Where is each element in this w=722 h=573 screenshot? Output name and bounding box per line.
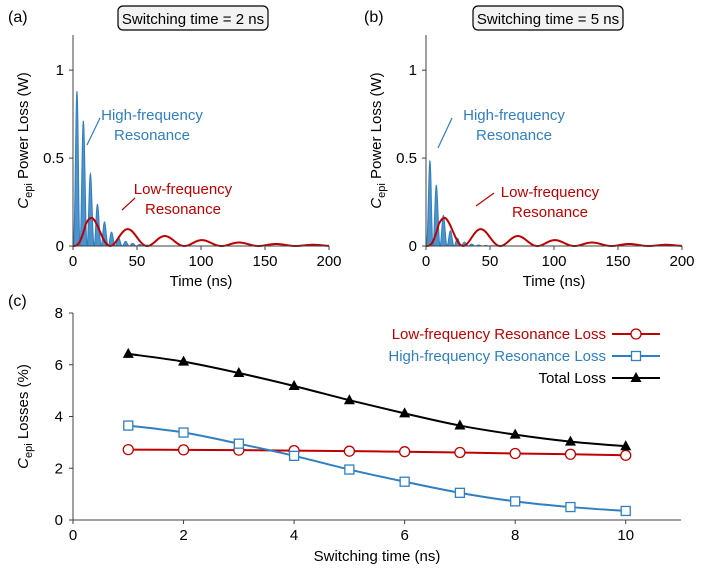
annotation-red-line: Resonance [512,204,588,221]
y-tick-label: 0.5 [396,150,417,167]
data-point-series-2 [233,438,244,449]
chart-panel-c: (c) 0 2 4 6 8 10 0 2 4 6 8 Switching time (ns) Cepi L… [8,293,681,565]
annotation-blue-line: High-frequency [101,107,203,124]
y-tick-label: 6 [55,357,63,374]
data-point-series-3 [564,435,576,446]
x-axis-title: Time (ns) [523,273,586,290]
data-point-series-2 [288,450,300,461]
data-point-series-2 [620,505,631,517]
legend-marker [630,350,642,362]
series-line-3 [128,352,626,448]
data-point-series-2 [565,501,576,513]
x-tick-label: 100 [541,253,566,270]
x-tick-label: 0 [69,527,77,544]
x-tick-label: 50 [482,253,499,270]
panel-label: (b) [364,9,384,26]
x-tick-label: 8 [511,527,519,544]
annotation-red-line: Low-frequency [134,181,233,198]
x-tick-label: 150 [252,253,277,270]
annotation-blue-line: Resonance [114,127,190,144]
chart-panel-a: (a) Switching time = 2 ns 0 50 100 150 200 0 0.5… [8,5,342,290]
x-tick-label: 0 [422,253,430,270]
y-tick-label: 8 [55,305,63,322]
data-point-series-3 [122,347,134,358]
series-high-frequency-resonance [425,159,503,248]
legend-label: Total Loss [538,370,606,387]
x-tick-label: 10 [617,527,634,544]
legend-marker [630,328,642,340]
series-line-2 [128,424,626,512]
y-tick-label: 0 [409,238,417,255]
y-axis-title: Cepi Power Loss (W) [368,72,388,208]
y-axis-title: Cepi Power Loss (W) [15,72,35,208]
data-point-series-3 [288,379,300,390]
data-point-series-2 [510,496,521,507]
x-tick-label: 2 [179,527,187,544]
series-low-frequency-resonance [426,216,683,248]
x-axis-title: Switching time (ns) [314,548,441,565]
data-point-series-1 [564,448,577,460]
panel-label: (c) [8,293,27,310]
annotation-blue-line: High-frequency [463,107,565,124]
annotation-blue-line: Resonance [476,127,552,144]
chart-title: Switching time = 2 ns [122,11,264,28]
y-tick-label: 1 [409,62,417,79]
y-axis-title: Cepi Losses (%) [15,364,35,469]
legend-label: Low-frequency Resonance Loss [392,326,606,343]
data-point-series-3 [343,394,355,405]
legend-marker [630,372,642,382]
x-tick-label: 150 [605,253,630,270]
x-tick-label: 200 [316,253,341,270]
data-point-series-3 [178,355,190,366]
data-point-series-1 [620,449,632,461]
legend-label: High-frequency Resonance Loss [388,348,606,365]
x-tick-label: 0 [69,253,77,270]
chart-title: Switching time = 5 ns [477,11,619,28]
annotation-blue-leader [437,117,453,149]
title-box [472,5,624,31]
data-point-series-2 [399,476,410,487]
data-point-series-2 [344,464,355,475]
y-tick-label: 0 [56,238,64,255]
x-axis-title: Time (ns) [170,273,233,290]
data-point-series-1 [122,443,134,456]
annotation-red-line: Resonance [145,201,221,218]
data-point-series-1 [343,445,356,457]
x-tick-label: 4 [290,527,298,544]
data-point-series-2 [178,427,189,438]
x-tick-label: 100 [188,253,213,270]
data-point-series-3 [509,428,521,439]
data-point-series-1 [509,447,521,460]
data-point-series-2 [123,420,134,431]
annotation-red-leader [475,192,495,207]
data-point-series-3 [454,419,466,430]
data-point-series-3 [233,367,245,378]
annotation-blue-leader [86,117,101,146]
annotation-red-leader [121,197,136,211]
y-tick-label: 1 [56,62,64,79]
data-point-series-1 [177,444,190,456]
panel-label: (a) [8,9,28,26]
data-point-series-3 [620,440,632,451]
series-line-1 [128,448,626,457]
series-low-frequency-resonance [73,216,330,248]
x-tick-label: 6 [400,527,408,544]
x-tick-label: 200 [669,253,694,270]
data-point-series-2 [454,487,466,498]
data-point-series-3 [399,407,411,418]
title-box [117,5,269,31]
data-point-series-1 [454,446,466,459]
y-tick-label: 2 [55,460,63,477]
y-tick-label: 0.5 [43,150,64,167]
annotation-red-line: Low-frequency [501,184,600,201]
x-tick-label: 50 [129,253,146,270]
data-point-series-1 [398,446,411,458]
chart-panel-b: (b) Switching time = 5 ns 0 50 100 150 200 0 0.5… [364,5,695,290]
y-tick-label: 4 [55,409,63,426]
y-tick-label: 0 [55,512,63,529]
